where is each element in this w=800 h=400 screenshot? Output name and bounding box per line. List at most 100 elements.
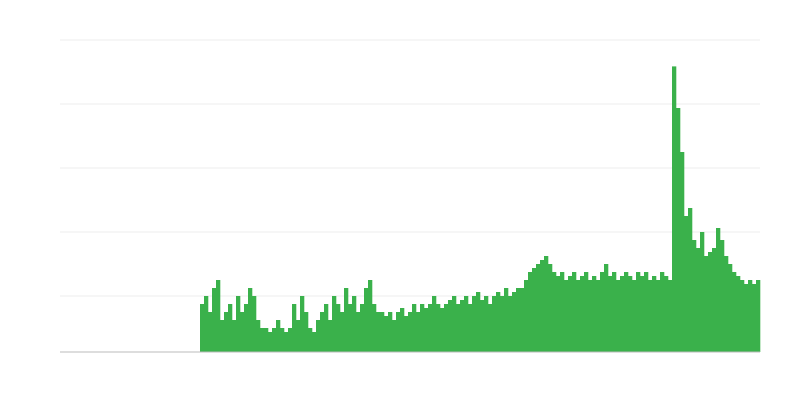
bar: [344, 288, 349, 352]
bar: [208, 312, 213, 352]
bar: [220, 320, 225, 352]
bar: [536, 264, 541, 352]
bar: [224, 312, 229, 352]
bar: [240, 312, 245, 352]
bar: [480, 300, 485, 352]
bar: [736, 276, 741, 352]
bar: [404, 316, 409, 352]
bar: [472, 296, 477, 352]
bar: [228, 304, 233, 352]
bar: [456, 304, 461, 352]
bar: [552, 272, 557, 352]
bar: [636, 272, 641, 352]
bar: [508, 296, 513, 352]
bar: [252, 296, 257, 352]
bar: [544, 256, 549, 352]
bar: [644, 272, 649, 352]
bar: [328, 320, 333, 352]
bar: [592, 276, 597, 352]
bar: [488, 304, 493, 352]
bar: [256, 320, 261, 352]
bar: [696, 248, 701, 352]
bar: [608, 276, 613, 352]
bar: [360, 304, 365, 352]
bar: [748, 280, 753, 352]
bar: [448, 300, 453, 352]
bar: [260, 328, 265, 352]
bar: [320, 312, 325, 352]
bar: [660, 272, 665, 352]
bar: [432, 296, 437, 352]
bar: [496, 292, 501, 352]
bar: [612, 272, 617, 352]
bar: [364, 288, 369, 352]
bar: [620, 276, 625, 352]
bar: [476, 292, 481, 352]
bar: [648, 280, 653, 352]
bar: [584, 272, 589, 352]
bar: [420, 304, 425, 352]
bar: [348, 304, 353, 352]
bar: [436, 304, 441, 352]
bar: [416, 312, 421, 352]
bar: [444, 304, 449, 352]
bar: [700, 232, 705, 352]
bar: [236, 296, 241, 352]
bar: [676, 108, 681, 352]
bar: [376, 312, 381, 352]
bar: [280, 328, 285, 352]
bar: [564, 280, 569, 352]
bar: [356, 312, 361, 352]
bar: [392, 320, 397, 352]
bar: [720, 240, 725, 352]
bar: [520, 288, 525, 352]
bar: [440, 308, 445, 352]
bar: [548, 264, 553, 352]
bar: [556, 276, 561, 352]
bar: [484, 296, 489, 352]
bar: [272, 328, 277, 352]
bar: [532, 268, 537, 352]
bar: [336, 304, 341, 352]
bar: [668, 280, 673, 352]
bar: [680, 152, 685, 352]
bar: [504, 288, 509, 352]
bar: [216, 280, 221, 352]
bar: [732, 272, 737, 352]
bar: [424, 308, 429, 352]
bar: [304, 312, 309, 352]
bar: [672, 66, 677, 353]
bar: [308, 328, 313, 352]
bar: [324, 304, 329, 352]
bar: [428, 304, 433, 352]
bar: [276, 320, 281, 352]
bar: [740, 280, 745, 352]
bar: [200, 304, 205, 352]
bar: [408, 312, 413, 352]
bar: [656, 280, 661, 352]
bar: [248, 288, 253, 352]
bar: [572, 272, 577, 352]
bar: [744, 284, 749, 352]
bar: [464, 296, 469, 352]
bar: [332, 296, 337, 352]
bar: [204, 296, 209, 352]
bar: [712, 248, 717, 352]
bar: [604, 264, 609, 352]
bar: [692, 240, 697, 352]
bar: [288, 328, 293, 352]
bar: [384, 316, 389, 352]
bar: [688, 208, 693, 352]
bar: [664, 276, 669, 352]
bar: [316, 320, 321, 352]
bar: [512, 292, 517, 352]
bar: [600, 272, 605, 352]
bar: [296, 320, 301, 352]
bar: [368, 280, 373, 352]
bar: [232, 320, 237, 352]
bar: [704, 256, 709, 352]
bar: [372, 304, 377, 352]
bar: [524, 280, 529, 352]
bar: [492, 296, 497, 352]
